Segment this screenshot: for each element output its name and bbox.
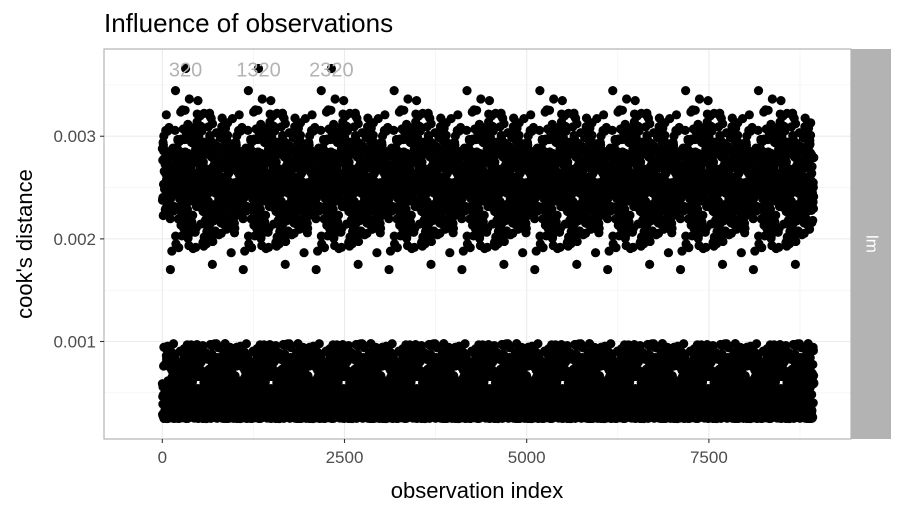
data-point — [368, 130, 378, 140]
data-point — [191, 242, 201, 252]
data-point — [197, 126, 207, 136]
data-point — [180, 105, 190, 115]
data-point — [168, 339, 179, 349]
data-point — [170, 86, 181, 96]
data-point — [241, 339, 251, 349]
data-point — [167, 246, 177, 256]
data-point — [170, 125, 180, 135]
data-point — [208, 236, 218, 247]
data-point — [238, 264, 248, 275]
data-point — [445, 248, 455, 258]
data-point — [246, 243, 257, 253]
data-point — [266, 96, 276, 106]
data-point — [226, 248, 236, 258]
data-point — [207, 119, 218, 129]
data-point — [165, 264, 175, 275]
data-point — [234, 110, 244, 120]
data-point — [460, 339, 470, 349]
data-point — [230, 223, 240, 233]
data-point — [295, 130, 306, 140]
data-point — [174, 243, 184, 253]
data-point — [465, 243, 475, 253]
data-point — [316, 86, 326, 96]
data-point — [426, 119, 436, 129]
data-point — [375, 223, 386, 233]
data-point — [184, 94, 194, 104]
data-point — [193, 96, 203, 106]
data-point — [188, 210, 198, 220]
data-point — [303, 223, 313, 233]
data-point — [299, 248, 309, 258]
data-point — [426, 259, 436, 269]
data-point — [280, 119, 290, 129]
data-point — [457, 264, 467, 275]
data-point — [330, 94, 340, 104]
data-point — [339, 96, 349, 106]
data-point — [316, 125, 326, 135]
data-point — [399, 105, 409, 115]
data-point — [392, 243, 402, 253]
data-point — [499, 119, 509, 129]
data-point — [389, 86, 399, 96]
data-points — [157, 63, 819, 424]
data-point — [165, 214, 175, 224]
data-point — [319, 243, 330, 253]
data-point — [280, 259, 290, 269]
data-point — [314, 339, 324, 349]
data-point — [387, 339, 397, 349]
data-point — [307, 110, 317, 120]
data-point — [411, 96, 422, 106]
data-point — [182, 204, 193, 214]
data-point — [260, 210, 271, 220]
data-point — [518, 248, 528, 258]
data-point — [333, 210, 344, 220]
data-point — [441, 130, 451, 140]
data-point — [453, 110, 463, 120]
data-point — [238, 214, 248, 224]
data-point — [240, 246, 250, 256]
data-point — [514, 130, 524, 140]
data-point — [243, 125, 253, 135]
data-point — [462, 86, 472, 96]
data-point — [448, 223, 459, 233]
data-point — [353, 259, 363, 269]
data-point — [326, 105, 336, 115]
data-point — [253, 105, 263, 115]
data-point — [161, 110, 171, 120]
data-point — [384, 264, 394, 275]
data-point — [380, 110, 390, 120]
data-point — [311, 264, 321, 275]
data-point — [403, 94, 413, 104]
data-point — [499, 259, 509, 269]
data-point — [207, 259, 217, 269]
data-point — [484, 96, 495, 106]
data-point — [389, 125, 399, 135]
data-point — [353, 119, 363, 129]
data-point — [222, 130, 233, 140]
chart-title: Influence of observations — [104, 8, 393, 38]
data-point — [243, 86, 253, 96]
data-point — [479, 210, 489, 220]
data-point — [372, 248, 382, 258]
data-point — [227, 113, 238, 124]
data-point — [461, 125, 472, 135]
data-point — [476, 94, 486, 104]
data-point — [406, 210, 416, 220]
data-point — [472, 105, 482, 115]
data-point — [257, 94, 267, 104]
